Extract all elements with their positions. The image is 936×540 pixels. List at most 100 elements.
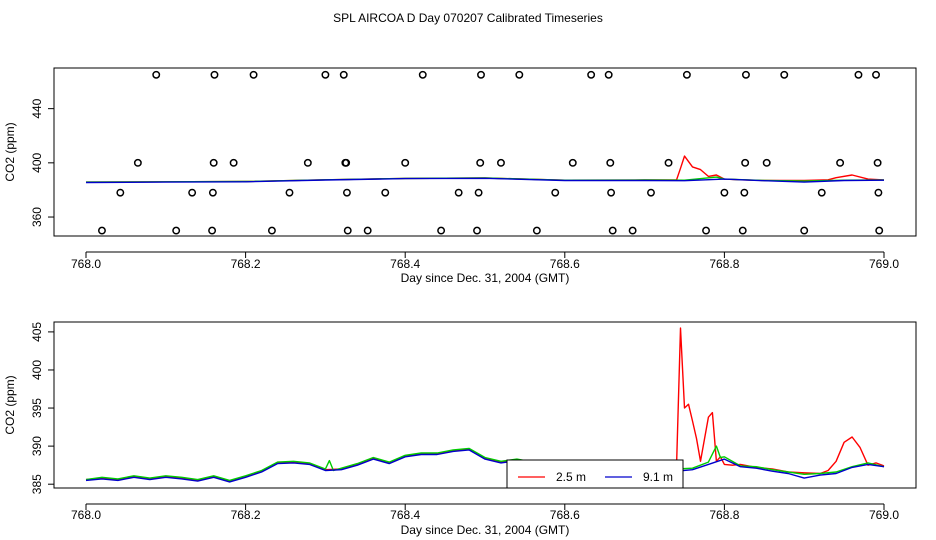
scatter-point: [515, 70, 524, 79]
y-axis-top: 360 400 440: [30, 98, 55, 227]
x-axis-label-bottom: Day since Dec. 31, 2004 (GMT): [401, 523, 570, 537]
scatter-point: [568, 158, 577, 167]
panel-bottom: 768.0 768.2 768.4 768.6 768.8 769.0 385 390 395…: [3, 321, 917, 537]
scatter-point: [437, 226, 446, 235]
x-tick-label: 768.8: [709, 257, 739, 271]
scatter-point: [116, 188, 125, 197]
scatter-point: [343, 226, 352, 235]
scatter-group-top: [98, 70, 884, 235]
x-axis-top: 768.0 768.2 768.4 768.6 768.8 769.0: [71, 251, 899, 271]
scatter-point: [647, 188, 655, 197]
scatter-point: [133, 158, 142, 167]
x-tick-label: 768.6: [550, 257, 580, 271]
scatter-point: [321, 70, 330, 79]
scatter-point: [836, 158, 845, 167]
legend-label-2-5m: 2.5 m: [556, 470, 586, 484]
series-line-1: [85, 445, 885, 482]
y-axis-label-bottom: CO2 (ppm): [3, 375, 17, 434]
y-tick-label: 440: [30, 98, 44, 118]
scatter-point: [854, 70, 863, 79]
scatter-point: [208, 188, 217, 197]
y-axis-label-top: CO2 (ppm): [3, 122, 17, 181]
scatter-point: [738, 226, 747, 235]
scatter-point: [285, 188, 294, 197]
x-tick-label: 768.2: [231, 508, 261, 522]
scatter-point: [381, 188, 390, 197]
y-tick-label: 400: [30, 153, 44, 173]
x-tick-label: 768.4: [390, 508, 420, 522]
scatter-point: [532, 226, 541, 235]
x-tick-label: 768.6: [550, 508, 580, 522]
panel-top: 768.0 768.2 768.4 768.6 768.8 769.0 360 400 440…: [3, 67, 917, 285]
scatter-point: [608, 226, 617, 235]
series-group-top: [85, 155, 885, 184]
series-line-2: [85, 449, 885, 483]
x-tick-label: 768.0: [71, 508, 101, 522]
scatter-point: [208, 226, 217, 235]
plot-frame-top: [53, 67, 917, 237]
scatter-point: [875, 226, 884, 235]
x-tick-label: 768.8: [709, 508, 739, 522]
scatter-point: [454, 188, 463, 197]
scatter-point: [607, 188, 616, 197]
scatter-point: [762, 158, 771, 167]
scatter-point: [401, 158, 410, 167]
chart-title: SPL AIRCOA D Day 070207 Calibrated Times…: [333, 11, 603, 25]
y-tick-label: 390: [30, 436, 44, 456]
x-tick-label: 769.0: [869, 257, 899, 271]
scatter-point: [363, 226, 372, 235]
x-axis-bottom: 768.0 768.2 768.4 768.6 768.8 769.0: [71, 503, 899, 522]
scatter-point: [874, 188, 883, 197]
x-tick-label: 768.2: [231, 257, 261, 271]
scatter-point: [606, 158, 615, 167]
y-tick-label: 405: [30, 322, 44, 342]
scatter-point: [780, 70, 789, 79]
scatter-point: [497, 158, 505, 167]
x-tick-label: 769.0: [869, 508, 899, 522]
x-tick-label: 768.0: [71, 257, 101, 271]
y-tick-label: 395: [30, 398, 44, 418]
y-tick-label: 385: [30, 474, 44, 494]
scatter-point: [817, 188, 826, 197]
plot-frame-bottom: [53, 321, 917, 489]
scatter-point: [98, 226, 106, 235]
scatter-point: [800, 226, 809, 235]
scatter-point: [682, 70, 691, 79]
scatter-point: [474, 188, 483, 197]
scatter-point: [188, 188, 197, 197]
scatter-point: [249, 70, 258, 79]
scatter-point: [476, 158, 485, 167]
scatter-point: [267, 226, 276, 235]
scatter-point: [209, 158, 218, 167]
y-tick-label: 360: [30, 207, 44, 227]
scatter-point: [741, 158, 750, 167]
scatter-point: [551, 188, 560, 197]
scatter-point: [152, 70, 161, 79]
scatter-point: [229, 158, 238, 167]
scatter-point: [873, 158, 882, 167]
scatter-point: [720, 188, 729, 197]
scatter-point: [342, 158, 351, 167]
scatter-point: [477, 70, 485, 79]
scatter-point: [740, 188, 749, 197]
x-axis-label-top: Day since Dec. 31, 2004 (GMT): [401, 271, 570, 285]
legend-label-9-1m: 9.1 m: [643, 470, 673, 484]
scatter-point: [473, 226, 481, 235]
scatter-point: [342, 188, 351, 197]
series-line-2: [85, 177, 885, 184]
scatter-point: [172, 226, 181, 235]
legend-box: [506, 459, 684, 489]
y-axis-bottom: 385 390 395 400 405: [30, 322, 55, 494]
x-tick-label: 768.4: [390, 257, 420, 271]
y-tick-label: 400: [30, 360, 44, 380]
scatter-point: [303, 158, 312, 167]
series-group-bottom: [85, 327, 885, 483]
scatter-point: [339, 70, 348, 79]
legend: 2.5 m 9.1 m: [506, 459, 684, 489]
scatter-point: [872, 70, 880, 79]
scatter-point: [587, 70, 596, 79]
scatter-point: [210, 70, 219, 79]
scatter-point: [418, 70, 427, 79]
scatter-point: [604, 70, 613, 79]
scatter-point: [741, 70, 750, 79]
